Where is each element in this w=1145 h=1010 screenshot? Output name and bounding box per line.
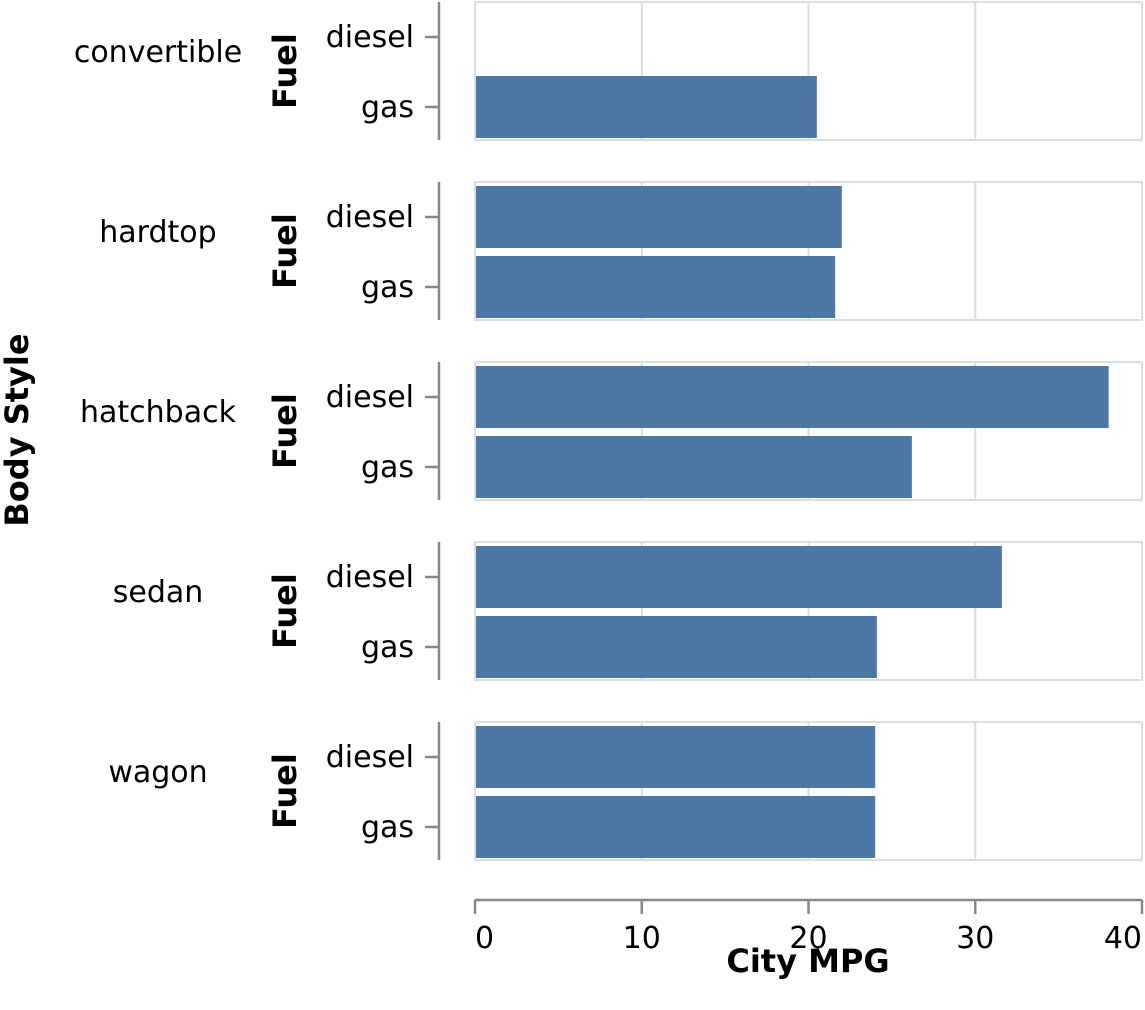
x-tick-label: 10	[623, 921, 661, 956]
facet-label-wagon: wagon	[108, 755, 207, 790]
panel-frame	[474, 541, 1143, 681]
y-tick-label-gas: gas	[361, 450, 414, 485]
fuel-axis-title: Fuel	[266, 393, 304, 469]
facet-sedan: diesel gas Fuel sedan	[113, 541, 1143, 681]
bar-sedan-diesel	[475, 546, 1002, 608]
bar-hardtop-gas	[475, 256, 836, 318]
fuel-axis-title: Fuel	[266, 573, 304, 649]
y-tick-label-diesel: diesel	[326, 200, 414, 235]
x-axis-title: City MPG	[726, 942, 889, 980]
bar-hatchback-gas	[475, 436, 912, 498]
facet-wagon: diesel gas Fuel wagon	[108, 721, 1143, 861]
bar-hatchback-diesel	[475, 366, 1109, 428]
x-tick-label: 40	[1104, 921, 1142, 956]
panel-frame	[474, 361, 1143, 501]
facet-hatchback: diesel gas Fuel hatchback	[80, 361, 1143, 501]
panel-frame	[474, 181, 1143, 321]
y-tick-label-diesel: diesel	[326, 740, 414, 775]
bar-sedan-gas	[475, 616, 877, 678]
facet-label-hardtop: hardtop	[99, 215, 216, 250]
fuel-axis-title: Fuel	[266, 33, 304, 109]
x-tick-label: 0	[475, 921, 494, 956]
body-style-axis-title: Body Style	[0, 333, 36, 526]
y-tick-label-gas: gas	[361, 630, 414, 665]
x-axis: 0 10 20 30 40	[473, 898, 1144, 956]
facet-label-hatchback: hatchback	[80, 395, 237, 430]
fuel-axis-title: Fuel	[266, 753, 304, 829]
y-tick-label-diesel: diesel	[326, 20, 414, 55]
facet-panels: diesel gas Fuel convertible diesel gas Fuel har…	[74, 1, 1143, 861]
y-tick-label-gas: gas	[361, 90, 414, 125]
panel-frame	[474, 1, 1143, 141]
bar-convertible-gas	[475, 76, 817, 138]
y-tick-label-gas: gas	[361, 270, 414, 305]
y-tick-label-gas: gas	[361, 810, 414, 845]
facet-label-sedan: sedan	[113, 575, 204, 610]
facet-label-convertible: convertible	[74, 35, 242, 70]
facet-convertible: diesel gas Fuel convertible	[74, 1, 1143, 141]
bar-wagon-gas	[475, 796, 876, 858]
x-tick-label: 30	[956, 921, 994, 956]
panel-frame	[474, 721, 1143, 861]
facet-hardtop: diesel gas Fuel hardtop	[99, 181, 1143, 321]
fuel-axis-title: Fuel	[266, 213, 304, 289]
x-tick-label: 20	[789, 921, 827, 956]
y-tick-label-diesel: diesel	[326, 560, 414, 595]
bar-wagon-diesel	[475, 726, 876, 788]
y-tick-label-diesel: diesel	[326, 380, 414, 415]
bar-hardtop-diesel	[475, 186, 842, 248]
